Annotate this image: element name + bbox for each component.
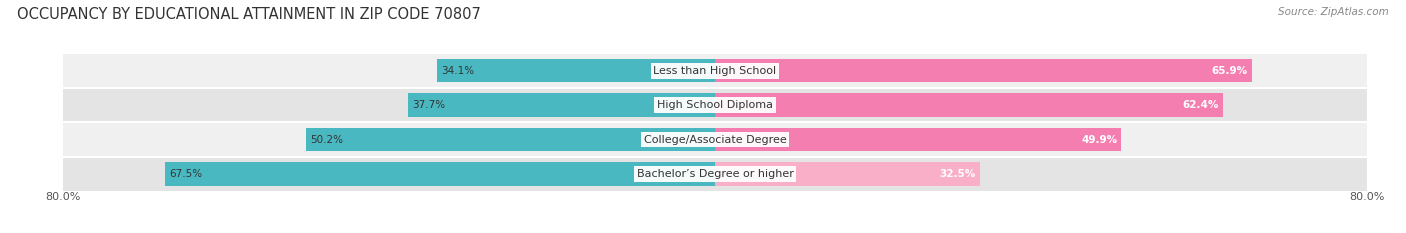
Text: High School Diploma: High School Diploma [657,100,773,110]
Text: OCCUPANCY BY EDUCATIONAL ATTAINMENT IN ZIP CODE 70807: OCCUPANCY BY EDUCATIONAL ATTAINMENT IN Z… [17,7,481,22]
Text: 65.9%: 65.9% [1212,66,1247,76]
Bar [408,93,716,117]
Bar [165,162,716,185]
Text: 34.1%: 34.1% [441,66,474,76]
Bar [307,128,716,151]
Text: 32.5%: 32.5% [939,169,976,179]
Bar [716,128,1122,151]
Text: 67.5%: 67.5% [169,169,202,179]
Text: 50.2%: 50.2% [311,134,343,144]
Bar [63,88,1367,122]
Bar [716,93,1223,117]
Text: 37.7%: 37.7% [412,100,446,110]
Bar [716,59,1251,82]
Text: Less than High School: Less than High School [654,66,776,76]
Bar [63,54,1367,88]
Text: College/Associate Degree: College/Associate Degree [644,134,786,144]
Text: 62.4%: 62.4% [1182,100,1219,110]
Bar [63,122,1367,157]
Text: Bachelor’s Degree or higher: Bachelor’s Degree or higher [637,169,793,179]
Text: 49.9%: 49.9% [1081,134,1118,144]
Text: Source: ZipAtlas.com: Source: ZipAtlas.com [1278,7,1389,17]
Bar [716,162,980,185]
Bar [437,59,716,82]
Bar [63,157,1367,191]
